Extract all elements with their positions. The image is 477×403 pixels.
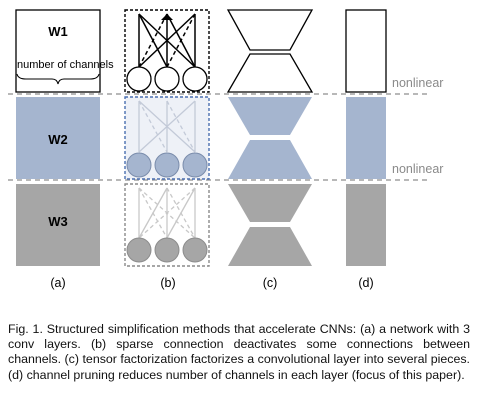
pruned-block-2 <box>346 97 386 179</box>
factor-piece-2a <box>228 97 312 135</box>
factor-piece-3b <box>228 227 312 266</box>
block-w3 <box>16 184 100 266</box>
channel-node <box>182 152 208 178</box>
factor-piece-1a <box>226 9 314 51</box>
channels-brace <box>16 73 100 85</box>
panel-a: W1 number of channels W2 W3 (a) <box>15 9 114 290</box>
channel-node <box>182 237 208 263</box>
pruned-block-1 <box>345 9 387 93</box>
nonlinear-dividers <box>8 93 430 181</box>
channel-node <box>154 237 180 263</box>
pruned-block-3 <box>346 184 386 266</box>
channels-annotation: number of channels <box>17 59 114 71</box>
panel-c-label: (c) <box>263 276 278 290</box>
channel-node <box>126 237 152 263</box>
sparse-connections-2 <box>138 100 196 153</box>
panel-d-label: (d) <box>358 276 373 290</box>
factor-piece-1b <box>226 53 314 93</box>
nonlinear-label-2: nonlinear <box>392 162 443 176</box>
panel-b: (b) <box>124 9 210 290</box>
panel-a-label: (a) <box>50 276 65 290</box>
channel-node <box>154 66 180 92</box>
nonlinear-label-1: nonlinear <box>392 76 443 90</box>
channel-node <box>126 152 152 178</box>
sparse-connections-3 <box>138 187 196 239</box>
panel-c: (c) <box>226 9 314 290</box>
channel-node <box>154 152 180 178</box>
figure: W1 number of channels W2 W3 (a) <box>8 9 443 290</box>
block-w3-label: W3 <box>48 214 68 229</box>
block-w1-label: W1 <box>48 24 68 39</box>
sparse-connections-1 <box>138 13 196 68</box>
factor-piece-3a <box>228 184 312 222</box>
block-w2 <box>16 97 100 179</box>
channel-node <box>182 66 208 92</box>
panel-d: (d) <box>345 9 387 290</box>
channel-node <box>126 66 152 92</box>
block-w1 <box>15 9 101 93</box>
figure-caption: Fig. 1. Structured simplification method… <box>8 322 470 382</box>
block-w2-label: W2 <box>48 132 68 147</box>
factor-piece-2b <box>228 140 312 179</box>
panel-b-label: (b) <box>160 276 175 290</box>
